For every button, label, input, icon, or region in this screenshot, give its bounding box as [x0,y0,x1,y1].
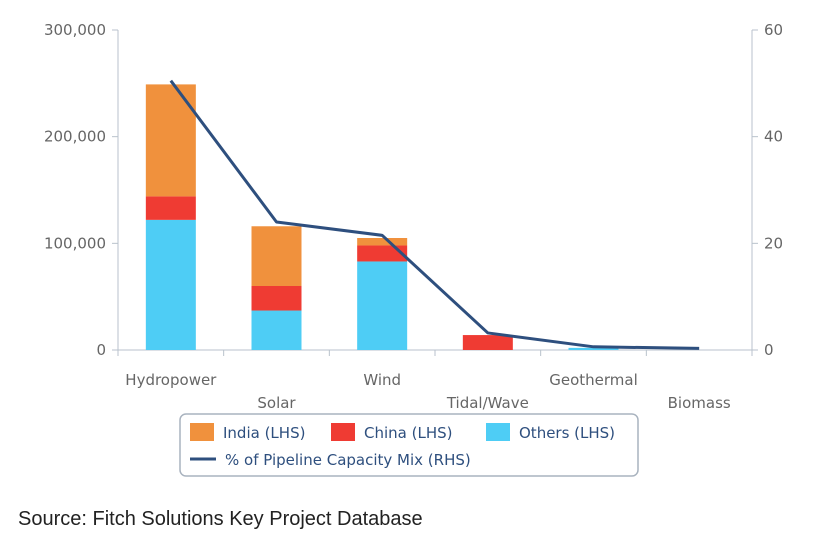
x-tick-label: Wind [363,371,401,389]
left-axis-tick-label: 300,000 [44,21,106,39]
bar-segment [145,219,196,350]
bar-segment [145,196,196,220]
legend-label: India (LHS) [223,424,305,442]
left-axis-tick-label: 200,000 [44,128,106,146]
bar-segment [357,245,408,262]
x-tick-label: Tidal/Wave [446,394,529,412]
legend-box [179,413,639,477]
bar-segment [251,310,302,350]
bar-segment [145,84,196,197]
legend-label: China (LHS) [364,424,452,442]
bar-segment [568,347,619,350]
legend-label: % of Pipeline Capacity Mix (RHS) [225,451,471,469]
pipeline-capacity-mix-line [169,79,700,350]
left-axis-tick-label: 100,000 [44,234,106,252]
x-tick-label: Hydropower [125,371,217,389]
legend-swatch [486,423,510,441]
bar-segment [251,286,302,311]
x-tick-labels: Hydropower Solar Wind Tidal/Wave Geothermal B… [125,371,731,412]
right-axis-tick-label: 40 [764,128,783,146]
legend-swatch [190,423,214,441]
x-tick-label: Geothermal [549,371,638,389]
chart: 0 100,000 200,000 300,000 0 20 40 60 Hydropower… [44,21,783,477]
left-axis-tick-label: 0 [96,341,106,359]
bar-segment [462,335,513,350]
legend-label: Others (LHS) [519,424,615,442]
right-axis-tick-label: 20 [764,234,783,252]
right-axis-tick-label: 60 [764,21,783,39]
x-tick-label: Biomass [668,394,731,412]
x-tick-label: Solar [257,394,296,412]
bar-segment [357,261,408,350]
source-note: Source: Fitch Solutions Key Project Data… [18,508,423,530]
right-axis-tick-label: 0 [764,341,774,359]
bars [145,84,619,350]
bar-segment [357,238,408,246]
bar-segment [251,226,302,286]
legend-swatch [331,423,355,441]
line-series [169,79,700,350]
legend: India (LHS) China (LHS) Others (LHS) % of P… [179,413,639,477]
axes: 0 100,000 200,000 300,000 0 20 40 60 [44,21,783,359]
